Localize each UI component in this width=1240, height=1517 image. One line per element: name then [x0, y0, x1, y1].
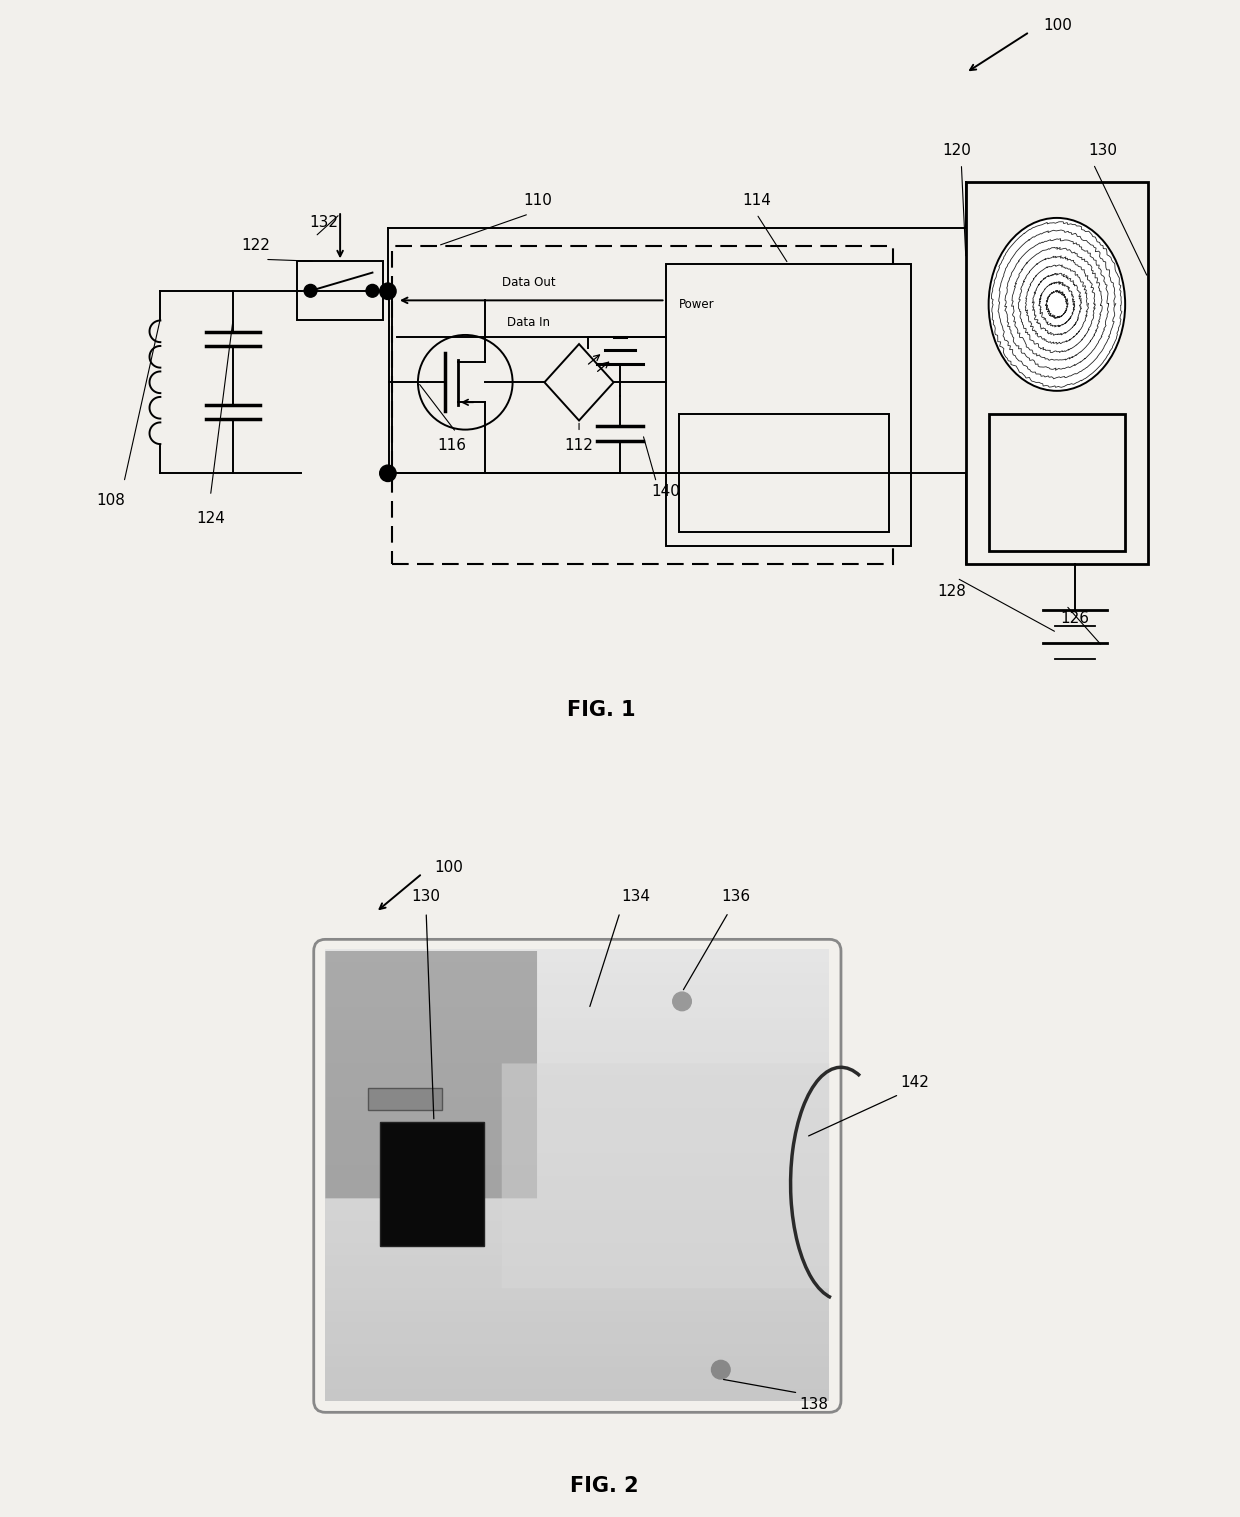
Text: 134: 134	[621, 889, 650, 904]
Bar	[325, 1129, 830, 1142]
Text: 112: 112	[564, 438, 594, 454]
Bar	[325, 1299, 830, 1311]
Bar	[325, 983, 830, 997]
Circle shape	[418, 335, 512, 429]
Bar	[325, 1073, 830, 1086]
Bar	[325, 1309, 830, 1321]
Bar	[325, 1376, 830, 1390]
Text: FIG. 2: FIG. 2	[570, 1476, 639, 1496]
Bar	[325, 1095, 830, 1109]
Text: Power: Power	[680, 299, 714, 311]
Ellipse shape	[988, 218, 1125, 391]
Bar	[666, 264, 911, 546]
Bar	[325, 1208, 830, 1221]
Bar	[325, 1039, 830, 1053]
Text: 110: 110	[523, 193, 553, 208]
Text: 116: 116	[438, 438, 466, 454]
Bar	[325, 1230, 830, 1244]
Bar	[325, 1141, 830, 1153]
Text: Data In: Data In	[507, 317, 551, 329]
Bar	[325, 1220, 830, 1232]
Bar	[325, 1085, 830, 1097]
Bar	[325, 1016, 830, 1030]
Bar	[325, 1320, 830, 1333]
Bar	[368, 1088, 441, 1110]
Text: 138: 138	[800, 1397, 828, 1412]
Bar	[966, 182, 1148, 564]
Bar	[325, 1332, 830, 1344]
Bar	[325, 1286, 830, 1300]
Bar	[392, 246, 893, 564]
Bar	[325, 1107, 830, 1120]
Bar	[325, 950, 830, 962]
Bar	[325, 1365, 830, 1379]
Bar	[680, 414, 889, 532]
Bar	[325, 1164, 830, 1176]
Bar	[325, 1062, 830, 1074]
Text: 126: 126	[1060, 611, 1090, 627]
Text: 142: 142	[900, 1076, 929, 1091]
FancyBboxPatch shape	[325, 951, 537, 1198]
Text: 100: 100	[434, 860, 463, 875]
Circle shape	[379, 284, 396, 299]
Text: 100: 100	[1043, 18, 1073, 33]
Bar	[325, 1242, 830, 1255]
FancyBboxPatch shape	[502, 1063, 830, 1288]
Bar	[325, 1029, 830, 1041]
Bar	[325, 1051, 830, 1063]
Bar	[325, 1276, 830, 1288]
Bar	[325, 1197, 830, 1209]
Bar	[325, 1151, 830, 1165]
Bar	[325, 1343, 830, 1356]
Circle shape	[379, 466, 396, 481]
Text: 140: 140	[651, 484, 680, 499]
Bar	[325, 995, 830, 1007]
Text: 130: 130	[412, 889, 440, 904]
Bar	[325, 1174, 830, 1188]
Text: 114: 114	[742, 193, 771, 208]
Bar	[325, 1118, 830, 1130]
Bar	[325, 1355, 830, 1367]
Circle shape	[673, 992, 692, 1010]
Bar	[988, 414, 1125, 551]
Text: 122: 122	[242, 238, 270, 253]
Circle shape	[366, 285, 378, 297]
Bar	[325, 1186, 830, 1198]
Circle shape	[712, 1361, 730, 1379]
Text: 120: 120	[942, 143, 971, 158]
Bar	[325, 1006, 830, 1018]
Text: 130: 130	[1087, 143, 1117, 158]
Circle shape	[304, 285, 317, 297]
Text: 108: 108	[95, 493, 125, 508]
Bar	[379, 1121, 485, 1245]
Text: 132: 132	[310, 215, 339, 231]
Text: 128: 128	[937, 584, 967, 599]
Bar	[296, 261, 383, 320]
Bar	[325, 960, 830, 974]
Bar	[325, 1388, 830, 1400]
Bar	[325, 1253, 830, 1265]
Text: 124: 124	[196, 511, 224, 526]
Text: 136: 136	[722, 889, 751, 904]
Bar	[325, 1264, 830, 1277]
Bar	[325, 972, 830, 985]
Text: Data Out: Data Out	[502, 276, 556, 290]
Text: FIG. 1: FIG. 1	[568, 699, 636, 721]
